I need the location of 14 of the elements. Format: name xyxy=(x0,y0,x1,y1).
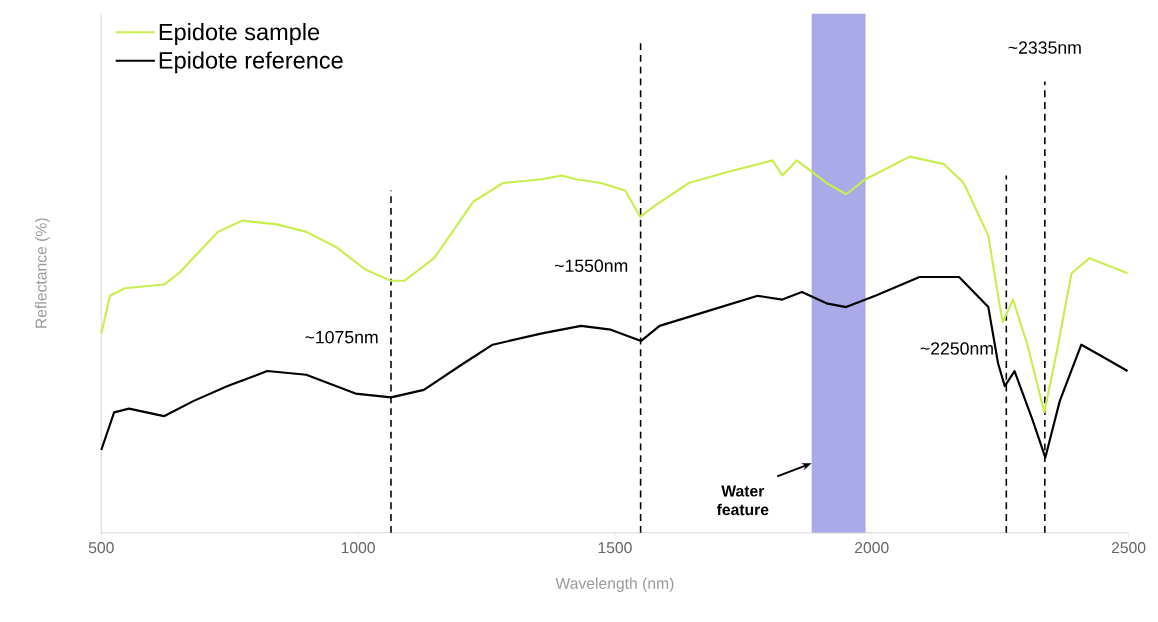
ref-line-label: ~1075nm xyxy=(305,330,378,344)
x-tick-label: 1000 xyxy=(341,542,375,554)
legend-label: Epidote sample xyxy=(159,23,320,45)
ref-line-label: ~2335nm xyxy=(1008,41,1081,54)
x-tick-label: 2000 xyxy=(855,542,889,554)
x-tick-label: 2500 xyxy=(1111,542,1146,554)
x-tick-label: 1500 xyxy=(598,542,632,554)
y-axis-title: Reflectance (%) xyxy=(35,218,50,328)
band-label: Water feature xyxy=(716,485,769,516)
ref-line-label: ~1550nm xyxy=(554,259,628,272)
legend-label: Epidote reference xyxy=(159,51,343,74)
x-tick-label: 500 xyxy=(88,542,114,554)
ref-line-label: ~2250nm xyxy=(920,342,993,355)
x-axis-title: Wavelength (nm) xyxy=(555,577,674,593)
